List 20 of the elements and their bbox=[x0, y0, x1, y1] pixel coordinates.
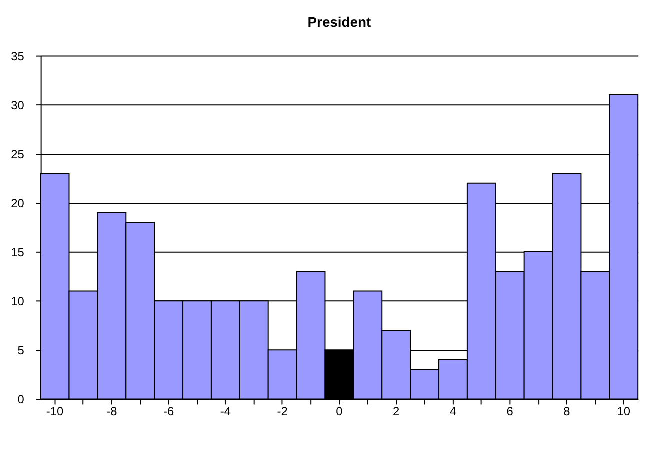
x-tick-label: -4 bbox=[220, 404, 232, 419]
chart-title: President bbox=[308, 14, 372, 30]
y-tick-label: 30 bbox=[11, 98, 25, 112]
x-tick-label: -2 bbox=[277, 404, 288, 419]
x-tick-label: 0 bbox=[336, 404, 344, 419]
x-tick-label: 6 bbox=[506, 404, 514, 419]
y-tick-label: 15 bbox=[11, 246, 25, 260]
x-tick-label: 2 bbox=[393, 404, 400, 419]
y-tick-label: 10 bbox=[11, 294, 25, 309]
x-tick-label: 4 bbox=[450, 404, 457, 419]
y-tick-label: 20 bbox=[11, 196, 25, 210]
x-tick-label: 8 bbox=[564, 404, 571, 419]
y-tick-label: 0 bbox=[18, 392, 25, 407]
y-tick-label: 5 bbox=[18, 344, 25, 358]
x-tick-label: -10 bbox=[46, 404, 64, 419]
y-tick-label: 25 bbox=[11, 147, 25, 162]
x-tick-label: -8 bbox=[106, 404, 118, 419]
x-tick-label: -6 bbox=[163, 404, 174, 419]
x-tick-label: 10 bbox=[617, 404, 631, 419]
y-tick-label: 35 bbox=[11, 49, 25, 64]
